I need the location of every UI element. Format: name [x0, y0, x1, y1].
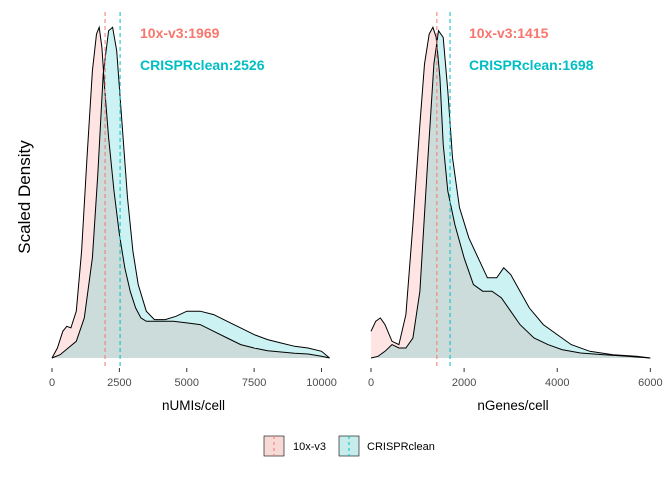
x-tick-label: 0 [49, 377, 55, 389]
x-tick-label: 10000 [306, 377, 337, 389]
legend: 10x-v3 CRISPRclean [263, 435, 435, 457]
legend-label-crisprclean: CRISPRclean [367, 441, 435, 453]
x-tick-label: 2000 [452, 377, 476, 389]
legend-label-10x-v3: 10x-v3 [293, 441, 326, 453]
x-tick-label: 4000 [545, 377, 569, 389]
density-area-crisprclean [371, 30, 651, 358]
panel-numis: 10x-v3:1969 CRISPRclean:2526 0 2500 5000 7500… [49, 12, 337, 413]
panel-ngenes: 10x-v3:1415 CRISPRclean:1698 0 2000 4000 6000… [368, 12, 663, 413]
legend-key-crisprclean [338, 435, 360, 457]
median-annotation-crisprclean: CRISPRclean:2526 [140, 57, 265, 73]
legend-key-10x-v3 [263, 435, 285, 457]
density-line-crisprclean [51, 26, 330, 359]
median-annotation-crisprclean: CRISPRclean:1698 [469, 57, 594, 73]
density-line-10x-v3 [51, 25, 330, 359]
density-line-10x-v3 [370, 26, 651, 359]
density-area-crisprclean [52, 27, 330, 359]
x-axis-title: nUMIs/cell [162, 398, 225, 413]
median-annotation-10x-v3: 10x-v3:1415 [469, 25, 549, 41]
x-tick-label: 0 [368, 377, 374, 389]
x-tick-label: 6000 [638, 377, 662, 389]
median-annotation-10x-v3: 10x-v3:1969 [140, 25, 220, 41]
x-tick-label: 7500 [242, 377, 266, 389]
density-area-10x-v3 [52, 27, 330, 359]
x-tick-label: 2500 [107, 377, 131, 389]
x-tick-label: 5000 [175, 377, 199, 389]
y-axis-title: Scaled Density [15, 140, 34, 254]
density-line-crisprclean [370, 29, 651, 359]
x-axis-title: nGenes/cell [477, 398, 548, 413]
density-area-10x-v3 [371, 27, 651, 359]
